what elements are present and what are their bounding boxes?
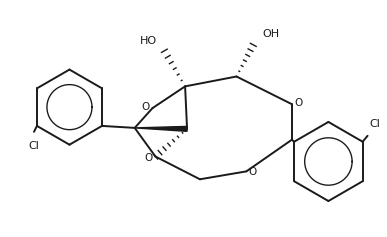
Text: O: O (144, 153, 152, 163)
Text: HO: HO (140, 36, 158, 46)
Text: Cl: Cl (370, 119, 380, 129)
Text: O: O (141, 102, 149, 112)
Text: Cl: Cl (29, 141, 39, 151)
Text: O: O (295, 98, 303, 108)
Text: O: O (248, 167, 257, 177)
Text: OH: OH (262, 29, 279, 39)
Polygon shape (135, 126, 187, 131)
